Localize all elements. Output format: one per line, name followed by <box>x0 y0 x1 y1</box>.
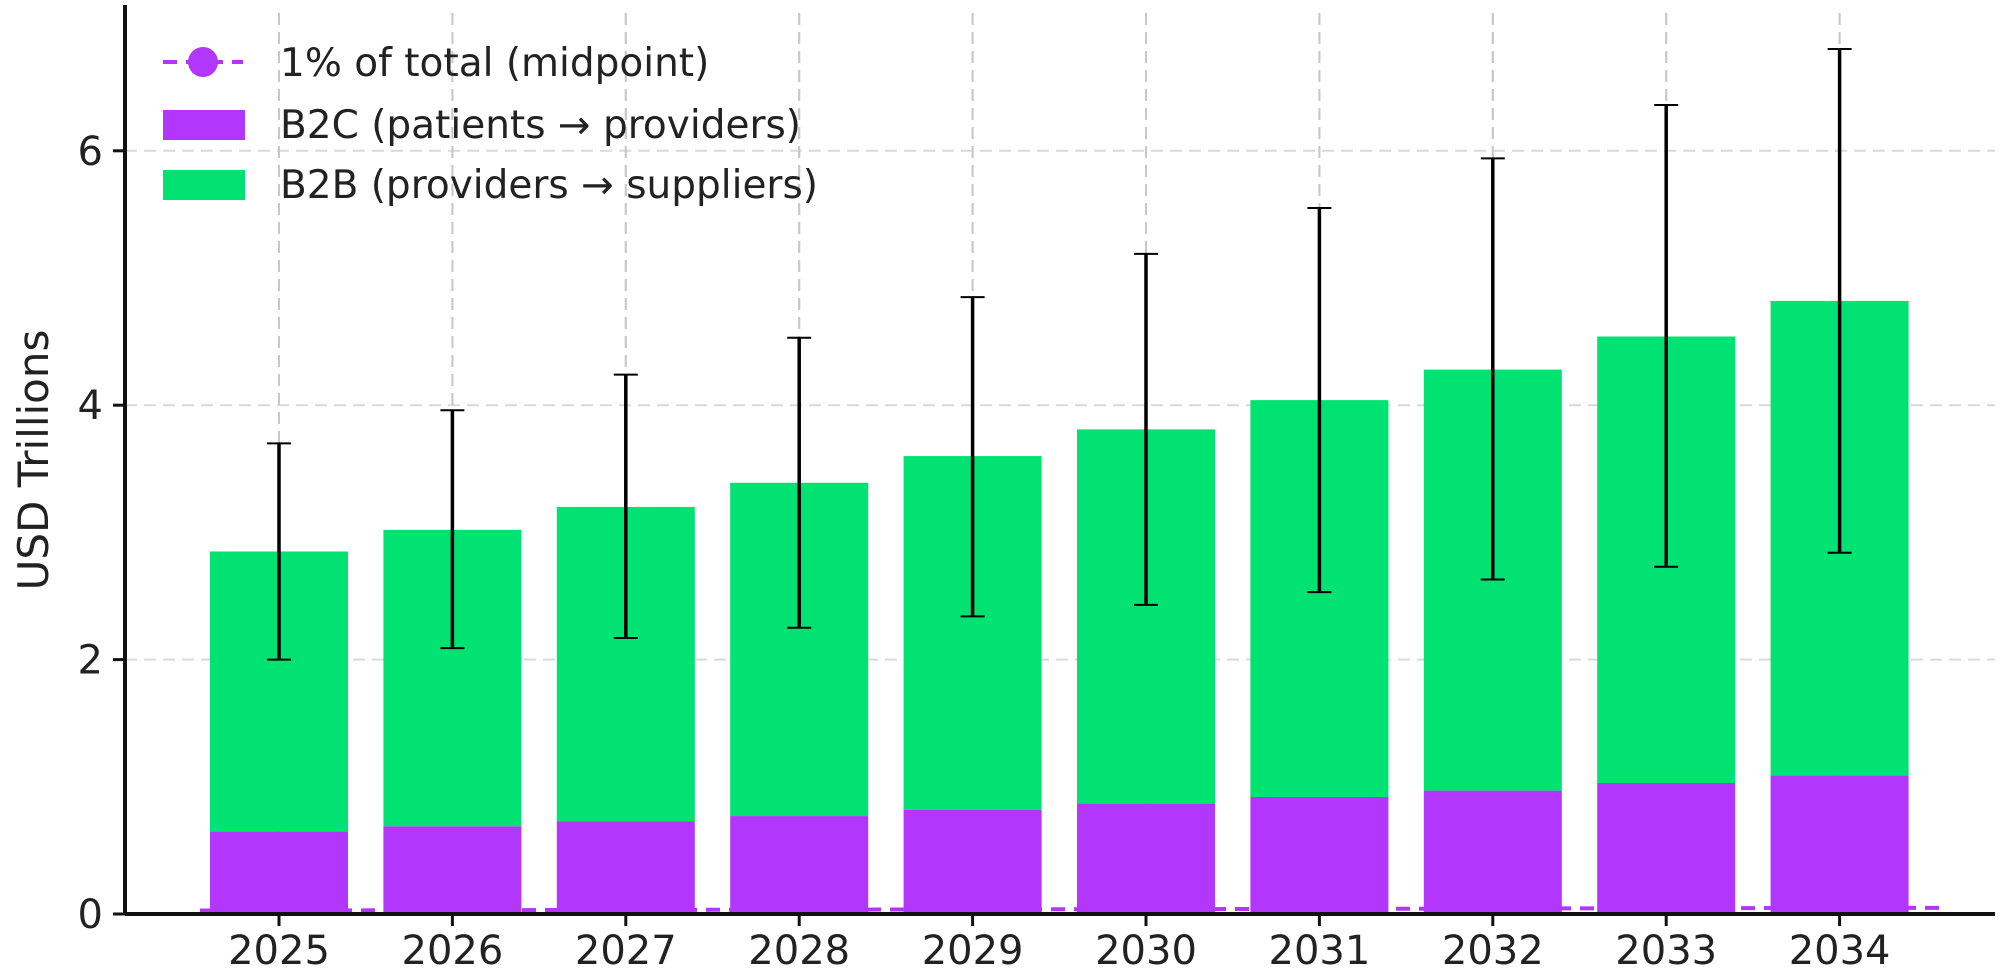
x-tick-label: 2026 <box>402 928 504 973</box>
bar-b2c <box>1077 803 1215 914</box>
legend-item-line: 1% of total (midpoint) <box>163 41 709 86</box>
line-series-point <box>1663 905 1670 912</box>
line-series-point <box>1489 905 1496 912</box>
line-series-point <box>969 906 976 913</box>
legend-label-b2b: B2B (providers → suppliers) <box>280 163 818 208</box>
bar-b2c <box>730 816 869 914</box>
x-tick-label: 2033 <box>1615 928 1717 973</box>
error-layer <box>267 48 1852 661</box>
line-layer <box>200 904 1940 914</box>
bar-b2c <box>556 821 695 914</box>
line-series-path <box>200 905 1940 913</box>
x-tick-label: 2030 <box>1095 928 1197 973</box>
legend-item-b2c: B2C (patients → providers) <box>163 103 801 148</box>
x-tick-label: 2027 <box>575 928 677 973</box>
bar-b2c <box>903 809 1042 914</box>
legend: 1% of total (midpoint) B2C (patients → p… <box>163 41 818 208</box>
line-series-point <box>1143 906 1149 913</box>
bar-b2c <box>1250 796 1389 914</box>
line-series-point <box>622 906 629 913</box>
axes-layer <box>123 5 1995 916</box>
bar-b2c <box>1770 775 1909 914</box>
legend-label-line: 1% of total (midpoint) <box>280 41 709 86</box>
y-tick-label: 2 <box>78 638 103 684</box>
bar-b2c <box>210 831 348 914</box>
legend-item-b2b: B2B (providers → suppliers) <box>163 163 818 208</box>
legend-label-b2c: B2C (patients → providers) <box>280 103 801 148</box>
legend-b2b-swatch <box>163 170 245 200</box>
x-tick-label: 2025 <box>228 928 330 973</box>
line-series-point <box>1316 905 1323 912</box>
x-tick-label: 2031 <box>1269 928 1371 973</box>
line-series-point <box>1836 904 1843 911</box>
bars-layer <box>210 300 1909 914</box>
legend-marker-icon <box>188 47 218 77</box>
y-axis-label: USD Trillions <box>9 330 58 591</box>
x-tick-label: 2028 <box>748 928 850 973</box>
x-tick-label: 2029 <box>922 928 1024 973</box>
legend-b2c-swatch <box>163 110 245 140</box>
line-series-point <box>796 906 803 913</box>
x-tick-label: 2032 <box>1442 928 1544 973</box>
line-series-point <box>449 907 456 914</box>
bar-b2c <box>1597 782 1736 914</box>
line-series-point <box>276 907 282 914</box>
ticks-layer: 0 2 4 6 2025 2026 2027 2028 2029 2030 2031 2032 2033… <box>78 129 1891 973</box>
x-tick-label: 2034 <box>1789 928 1891 973</box>
y-tick-label: 6 <box>78 129 103 175</box>
y-tick-label: 4 <box>78 383 103 429</box>
bar-b2c <box>1423 790 1562 914</box>
bar-b2c <box>383 826 522 914</box>
y-tick-label: 0 <box>78 892 103 938</box>
